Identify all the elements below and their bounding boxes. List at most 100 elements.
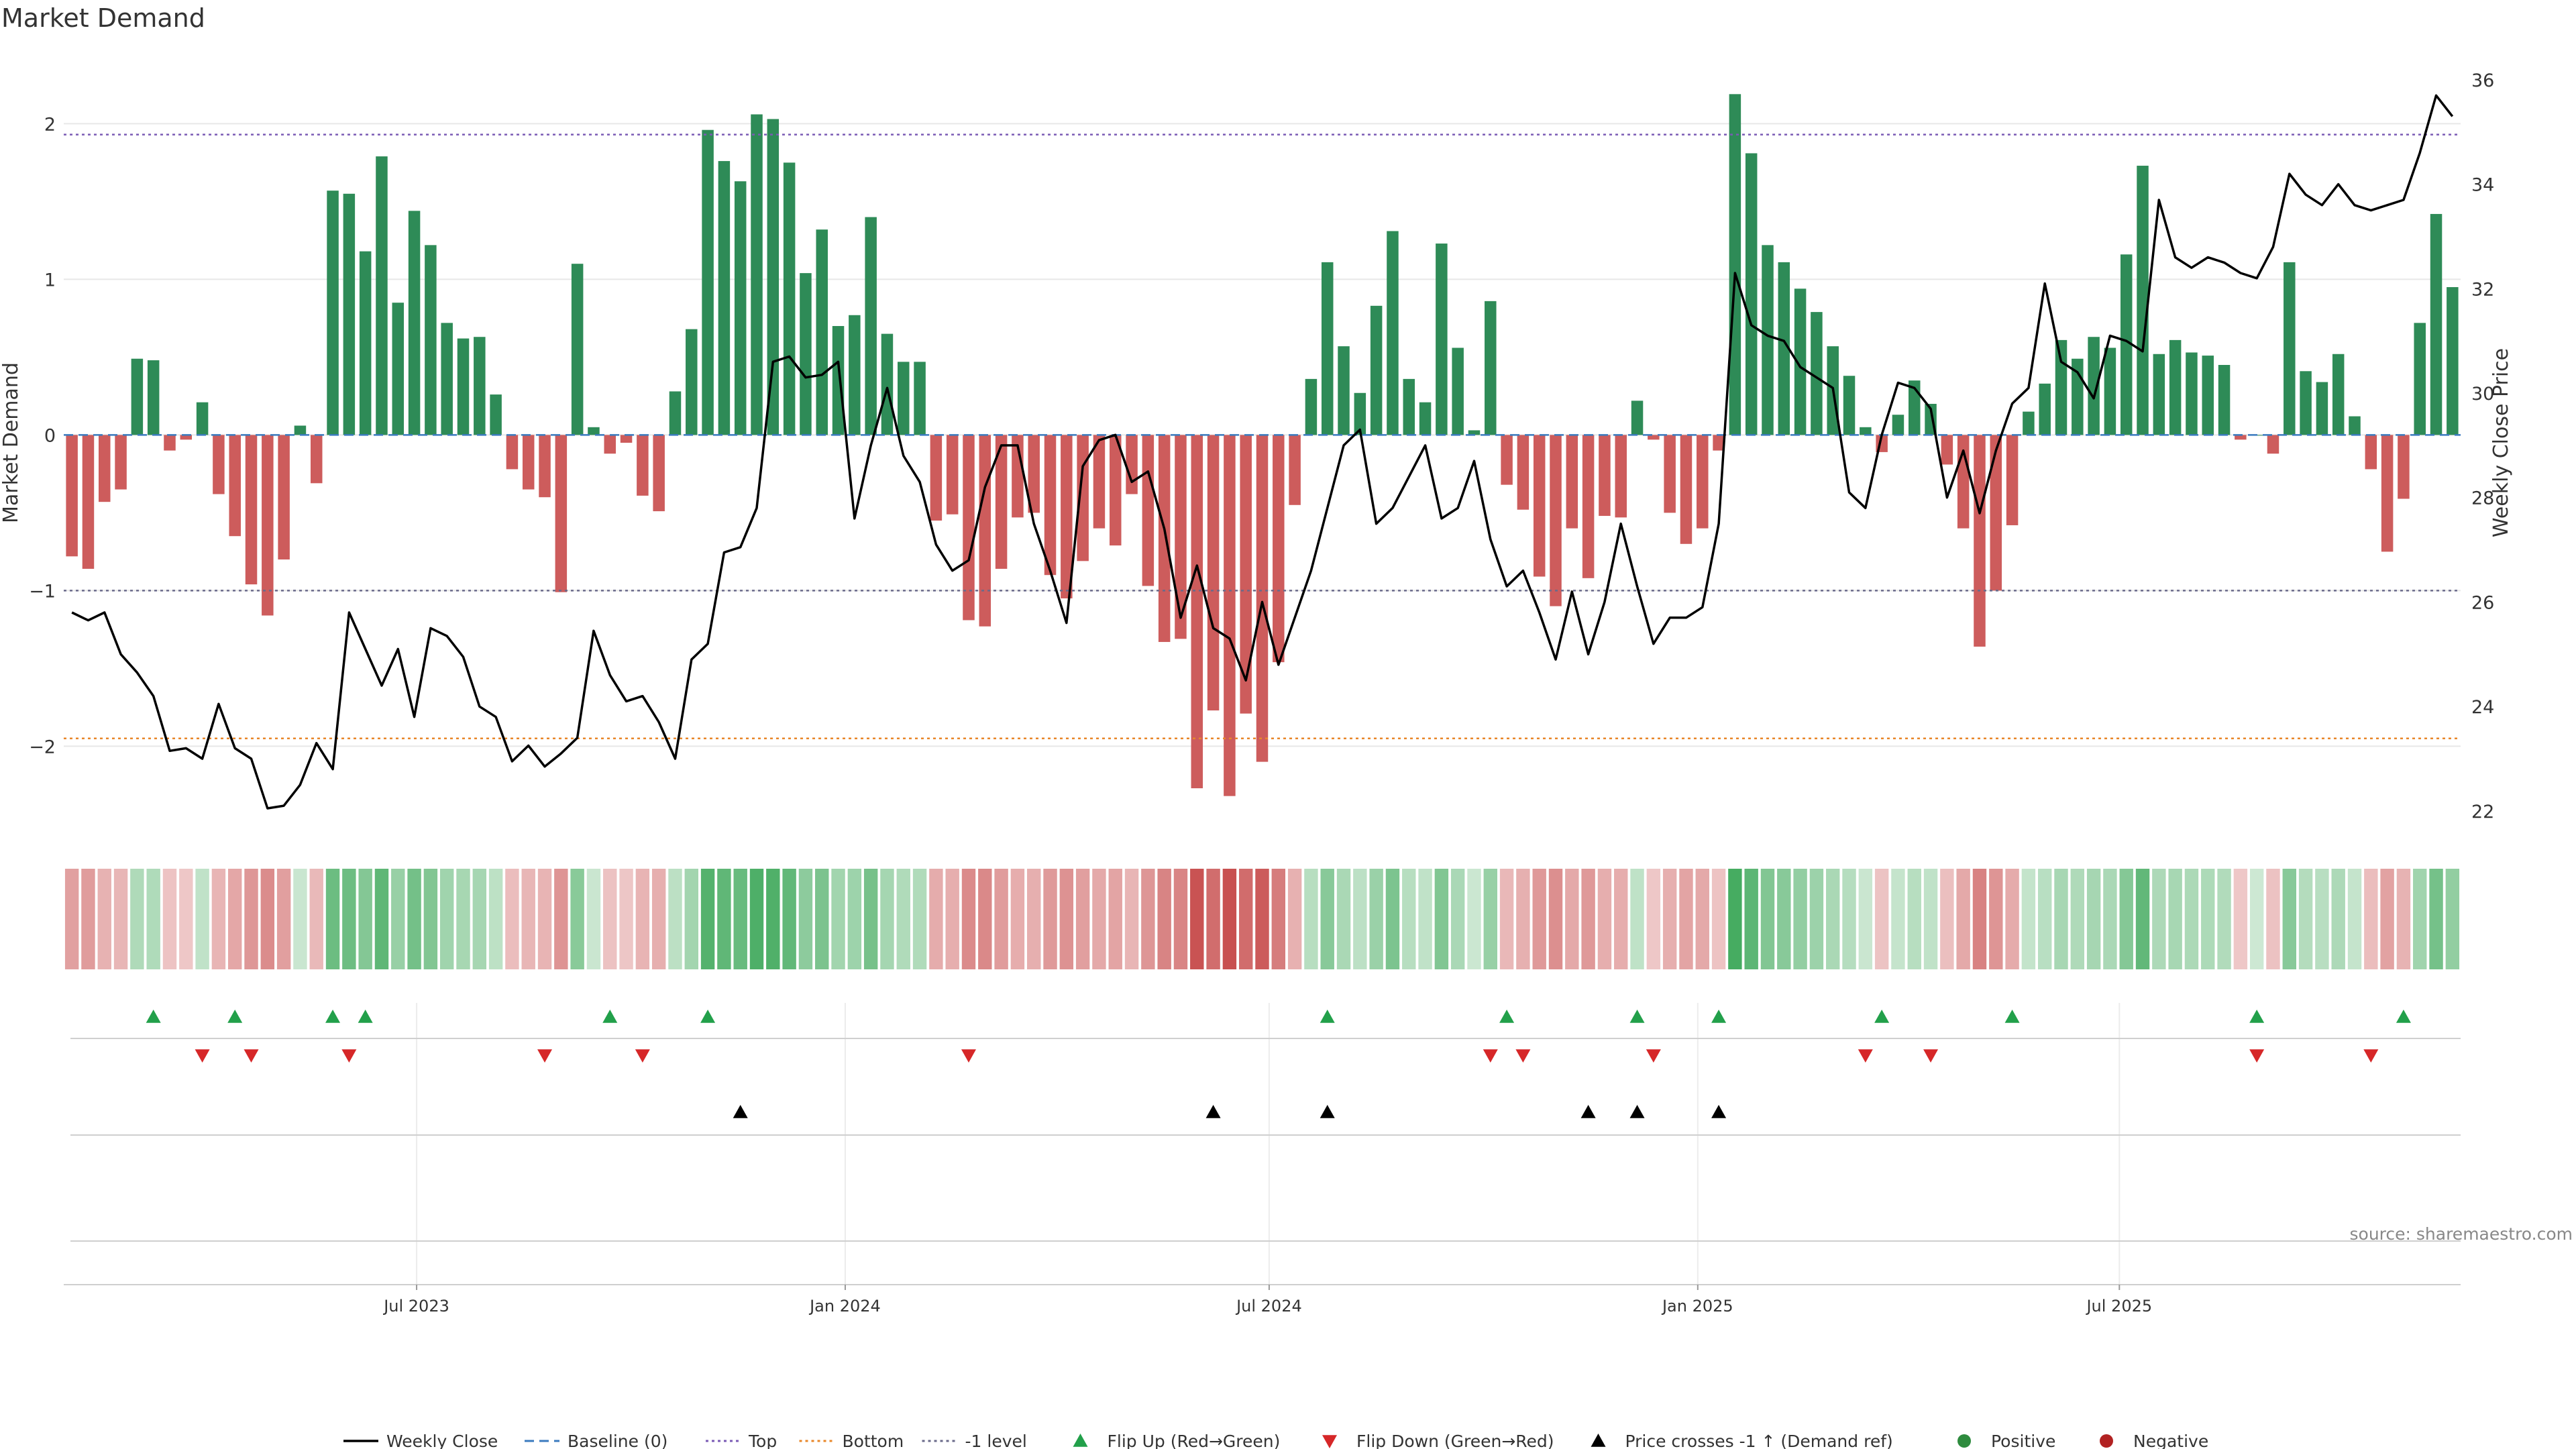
- y2-tick-label: 36: [2471, 70, 2494, 91]
- flip-up-marker: [602, 1010, 618, 1023]
- heat-cell: [717, 869, 731, 969]
- heat-cell: [1499, 869, 1514, 969]
- heat-cell: [423, 869, 438, 969]
- heat-cell: [325, 869, 340, 969]
- demand-bar: [686, 329, 698, 435]
- demand-bar: [2055, 339, 2068, 435]
- heat-cell: [1728, 869, 1742, 969]
- legend-label: Positive: [1991, 1432, 2055, 1449]
- demand-bar: [702, 129, 714, 435]
- chart-title: Market Demand: [1, 3, 205, 33]
- legend: Weekly Close Baseline (0) Top Bottom -1 leve…: [343, 1432, 2208, 1449]
- heat-cell: [1092, 869, 1106, 969]
- x-tick-label: Jan 2025: [1661, 1297, 1733, 1316]
- demand-bar: [1452, 347, 1464, 435]
- heat-cell: [1385, 869, 1400, 969]
- flip-down-marker: [1646, 1049, 1661, 1063]
- demand-bar: [898, 362, 910, 435]
- demand-bar: [865, 217, 877, 435]
- demand-bar: [751, 114, 763, 435]
- demand-bar: [1550, 435, 1562, 606]
- heat-cell: [1581, 869, 1595, 969]
- demand-bar: [1175, 435, 1187, 639]
- legend-swatch: [1591, 1434, 1606, 1447]
- demand-bar: [2381, 435, 2394, 552]
- flip-down-marker: [961, 1049, 976, 1063]
- demand-bar: [196, 402, 209, 435]
- price-cross-marker: [733, 1105, 748, 1118]
- heat-cell: [439, 869, 454, 969]
- demand-bar: [2430, 213, 2443, 435]
- heat-cell: [2103, 869, 2117, 969]
- heat-cell: [1711, 869, 1726, 969]
- heat-cell: [2266, 869, 2280, 969]
- demand-bar: [441, 323, 453, 435]
- demand-bar: [2039, 383, 2051, 435]
- demand-bar: [539, 435, 551, 498]
- heat-cell: [651, 869, 666, 969]
- weekly-close-polyline: [71, 94, 2454, 810]
- demand-bar: [1631, 400, 1644, 435]
- legend-swatch: [1957, 1434, 1971, 1448]
- heat-cell: [1809, 869, 1824, 969]
- demand-bar: [2316, 382, 2328, 435]
- demand-bar: [604, 435, 616, 454]
- demand-bar: [359, 251, 372, 435]
- heat-cell: [342, 869, 356, 969]
- demand-bar: [669, 391, 682, 435]
- heat-cell: [130, 869, 144, 969]
- demand-bar: [653, 435, 665, 512]
- legend-label: -1 level: [965, 1432, 1027, 1449]
- demand-bar: [1158, 435, 1171, 642]
- heat-cell: [537, 869, 552, 969]
- demand-bar: [1860, 427, 1872, 435]
- x-tick-label: Jul 2025: [2085, 1297, 2152, 1316]
- heat-cell: [64, 869, 79, 969]
- heat-cell: [2201, 869, 2215, 969]
- flip-up-marker: [227, 1010, 243, 1023]
- flip-up-marker: [1874, 1010, 1890, 1023]
- heat-cell: [2298, 869, 2313, 969]
- heat-cell: [1597, 869, 1612, 969]
- demand-bar: [490, 394, 502, 435]
- demand-bar: [1224, 435, 1236, 796]
- heat-cell: [603, 869, 617, 969]
- heat-cell: [1744, 869, 1758, 969]
- demand-bar: [2300, 371, 2312, 435]
- demand-bar: [131, 358, 144, 435]
- heat-cell: [1450, 869, 1465, 969]
- demand-bar: [1990, 435, 2002, 591]
- heat-cell: [1989, 869, 2003, 969]
- demand-bar: [1273, 435, 1285, 663]
- demand-bar: [1615, 435, 1627, 518]
- flip-up-marker: [2396, 1010, 2411, 1023]
- demand-bar: [343, 193, 356, 435]
- heat-cell: [1923, 869, 1938, 969]
- legend-label: Top: [748, 1432, 777, 1449]
- demand-bar: [1028, 435, 1040, 513]
- heat-cell: [1434, 869, 1449, 969]
- demand-bar: [1941, 435, 1953, 465]
- reference-lines: [64, 133, 2461, 740]
- legend-item: Bottom: [799, 1432, 904, 1449]
- demand-bar: [620, 435, 633, 443]
- flip-up-marker: [1499, 1010, 1515, 1023]
- heat-cell: [374, 869, 389, 969]
- demand-bars: [66, 94, 2459, 796]
- heat-cell: [2445, 869, 2460, 969]
- heat-cell: [472, 869, 487, 969]
- demand-bar: [1207, 435, 1220, 711]
- heat-cell: [2135, 869, 2150, 969]
- demand-bar: [164, 435, 176, 451]
- demand-bar: [1599, 435, 1611, 517]
- legend-item: Positive: [1957, 1432, 2055, 1449]
- heat-cell: [1858, 869, 1873, 969]
- demand-bar: [995, 435, 1008, 569]
- heat-cell: [488, 869, 503, 969]
- heat-cell: [1679, 869, 1693, 969]
- demand-bar: [1338, 346, 1350, 435]
- y2-axis-label: Weekly Close Price: [2489, 348, 2513, 537]
- demand-bar: [1256, 435, 1269, 762]
- demand-bar: [294, 425, 307, 435]
